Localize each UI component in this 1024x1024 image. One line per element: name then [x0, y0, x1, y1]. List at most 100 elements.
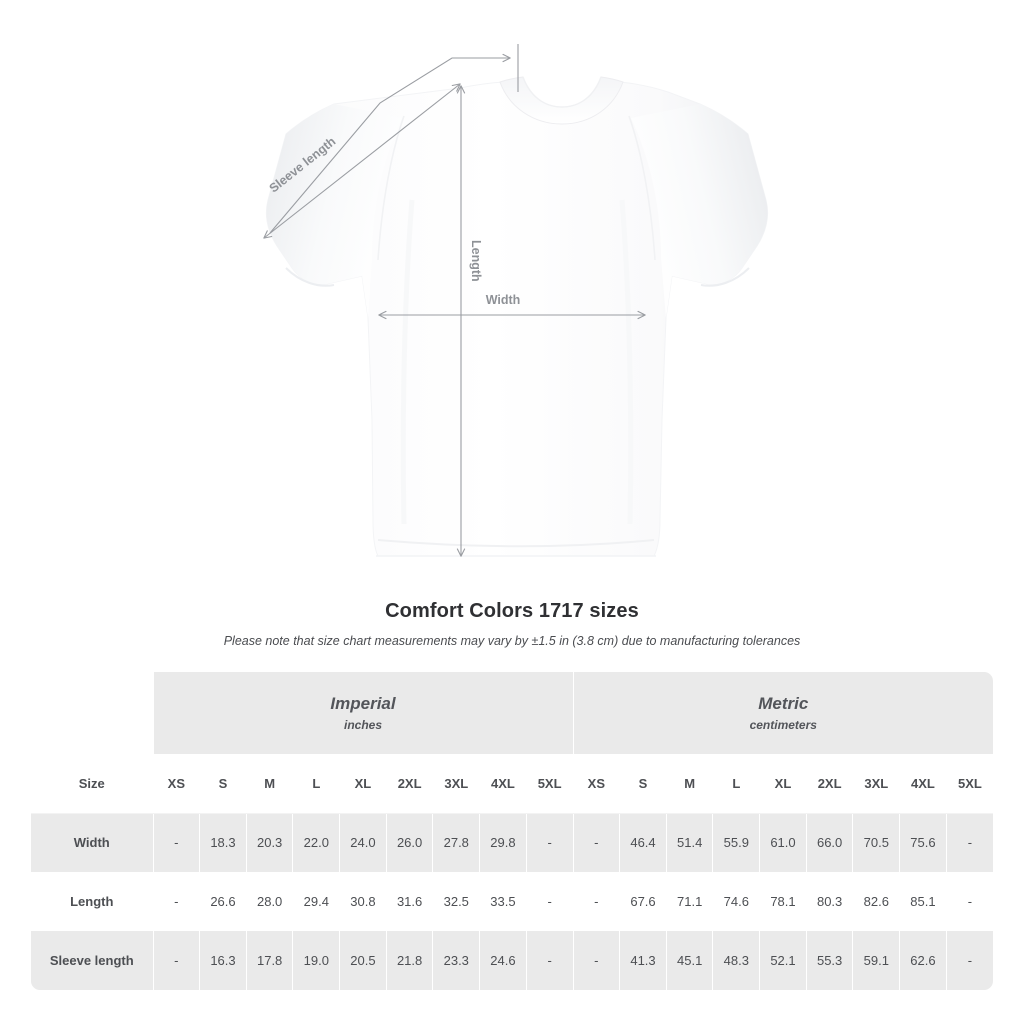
tshirt-right-shoulder-seam — [628, 115, 656, 261]
unit-name-imperial: Imperial — [330, 693, 396, 713]
tshirt-collar-inner-line — [522, 76, 602, 108]
width-label: Width — [486, 293, 521, 307]
cell-width-imperial-xl: 24.0 — [339, 813, 387, 872]
cell-sleeve-metric-s: 41.3 — [619, 931, 667, 990]
cell-width-imperial-4xl: 29.8 — [479, 813, 527, 872]
tshirt-right-sleeve — [631, 104, 768, 318]
tshirt-bottom-hem — [377, 539, 655, 548]
cell-length-metric-s: 67.6 — [619, 872, 667, 931]
size-header-imperial-l: L — [292, 754, 341, 814]
cell-sleeve-imperial-2xl: 21.8 — [386, 931, 434, 990]
cell-width-imperial-3xl: 27.8 — [432, 813, 481, 872]
cell-sleeve-imperial-3xl: 23.3 — [432, 931, 481, 990]
title-block: Comfort Colors 1717 sizes Please note th… — [0, 598, 1024, 649]
size-chart-table-container: Imperial inches Metric centimeters Size … — [31, 672, 993, 990]
cell-width-metric-4xl: 75.6 — [899, 813, 947, 872]
cell-length-imperial-5xl: - — [526, 872, 574, 931]
cell-width-metric-3xl: 70.5 — [852, 813, 901, 872]
sleeve-length-arrow — [263, 83, 461, 239]
tshirt-fold-right — [619, 199, 634, 525]
size-header-imperial-5xl: 5XL — [526, 754, 574, 814]
unit-sub-imperial: inches — [344, 717, 383, 732]
cell-width-imperial-2xl: 26.0 — [386, 813, 434, 872]
row-label-width: Width — [31, 813, 154, 872]
tshirt-left-sleeve-hem — [285, 267, 335, 287]
cell-length-metric-2xl: 80.3 — [806, 872, 854, 931]
measurement-callouts — [263, 44, 646, 557]
row-label-length: Length — [31, 872, 154, 931]
cell-length-imperial-4xl: 33.5 — [479, 872, 527, 931]
size-header-imperial-3xl: 3XL — [432, 754, 481, 814]
cell-sleeve-metric-xl: 52.1 — [759, 931, 807, 990]
cell-sleeve-imperial-xl: 20.5 — [339, 931, 387, 990]
size-header-metric-l: L — [712, 754, 761, 814]
size-chart-table: Imperial inches Metric centimeters Size … — [31, 672, 993, 990]
cell-sleeve-imperial-m: 17.8 — [246, 931, 294, 990]
cell-length-imperial-xs: - — [153, 872, 201, 931]
cell-length-metric-xl: 78.1 — [759, 872, 807, 931]
size-header-metric-xs: XS — [573, 754, 621, 814]
size-header-imperial-m: M — [246, 754, 294, 814]
cell-length-imperial-3xl: 32.5 — [432, 872, 481, 931]
size-header-label: Size — [31, 754, 154, 814]
cell-sleeve-metric-l: 48.3 — [712, 931, 761, 990]
cell-width-imperial-m: 20.3 — [246, 813, 294, 872]
tshirt-right-sleeve-hem — [700, 267, 750, 287]
length-label: Length — [469, 240, 483, 282]
cell-length-metric-xs: - — [573, 872, 621, 931]
cell-width-metric-xs: - — [573, 813, 621, 872]
cell-width-metric-xl: 61.0 — [759, 813, 807, 872]
table-row: Sleeve length - 16.3 17.8 19.0 20.5 21.8… — [31, 931, 993, 990]
cell-width-imperial-xs: - — [153, 813, 201, 872]
cell-width-metric-2xl: 66.0 — [806, 813, 854, 872]
size-header-imperial-xl: XL — [339, 754, 387, 814]
cell-length-imperial-l: 29.4 — [292, 872, 341, 931]
size-header-metric-xl: XL — [759, 754, 807, 814]
cell-sleeve-metric-3xl: 59.1 — [852, 931, 901, 990]
cell-length-metric-5xl: - — [946, 872, 993, 931]
cell-sleeve-metric-5xl: - — [946, 931, 993, 990]
cell-length-metric-l: 74.6 — [712, 872, 761, 931]
size-header-imperial-4xl: 4XL — [479, 754, 527, 814]
size-header-metric-3xl: 3XL — [852, 754, 901, 814]
cell-width-imperial-5xl: - — [526, 813, 574, 872]
table-row: Length - 26.6 28.0 29.4 30.8 31.6 32.5 3… — [31, 872, 993, 931]
cell-length-metric-4xl: 85.1 — [899, 872, 947, 931]
cell-sleeve-imperial-4xl: 24.6 — [479, 931, 527, 990]
cell-width-metric-l: 55.9 — [712, 813, 761, 872]
size-header-metric-4xl: 4XL — [899, 754, 947, 814]
cell-width-imperial-s: 18.3 — [199, 813, 247, 872]
size-header-metric-m: M — [666, 754, 714, 814]
cell-sleeve-imperial-xs: - — [153, 931, 201, 990]
tshirt-measurement-diagram: Sleeve length Length Width — [263, 44, 769, 557]
cell-length-imperial-xl: 30.8 — [339, 872, 387, 931]
page-title: Comfort Colors 1717 sizes — [385, 600, 639, 622]
cell-length-imperial-2xl: 31.6 — [386, 872, 434, 931]
unit-banner-metric: Metric centimeters — [573, 672, 993, 754]
cell-sleeve-metric-xs: - — [573, 931, 621, 990]
unit-banner-row: Imperial inches Metric centimeters — [31, 672, 993, 754]
size-header-imperial-2xl: 2XL — [386, 754, 434, 814]
cell-sleeve-metric-4xl: 62.6 — [899, 931, 947, 990]
cell-sleeve-imperial-s: 16.3 — [199, 931, 247, 990]
cell-length-imperial-m: 28.0 — [246, 872, 294, 931]
cell-sleeve-imperial-l: 19.0 — [292, 931, 341, 990]
unit-sub-metric: centimeters — [749, 717, 817, 732]
unit-banner-imperial: Imperial inches — [153, 672, 574, 754]
unit-banner-spacer — [31, 672, 154, 754]
tolerance-note: Please note that size chart measurements… — [223, 634, 801, 648]
size-header-imperial-s: S — [199, 754, 247, 814]
cell-sleeve-imperial-5xl: - — [526, 931, 574, 990]
cell-width-imperial-l: 22.0 — [292, 813, 341, 872]
cell-sleeve-metric-m: 45.1 — [666, 931, 714, 990]
cell-sleeve-metric-2xl: 55.3 — [806, 931, 854, 990]
unit-name-metric: Metric — [758, 693, 809, 713]
cell-length-imperial-s: 26.6 — [199, 872, 247, 931]
size-header-row: Size XS S M L XL 2XL 3XL 4XL 5XL XS S M … — [31, 754, 993, 814]
cell-width-metric-s: 46.4 — [619, 813, 667, 872]
size-header-metric-s: S — [619, 754, 667, 814]
cell-width-metric-m: 51.4 — [666, 813, 714, 872]
table-row: Width - 18.3 20.3 22.0 24.0 26.0 27.8 29… — [31, 813, 993, 872]
cell-width-metric-5xl: - — [946, 813, 993, 872]
